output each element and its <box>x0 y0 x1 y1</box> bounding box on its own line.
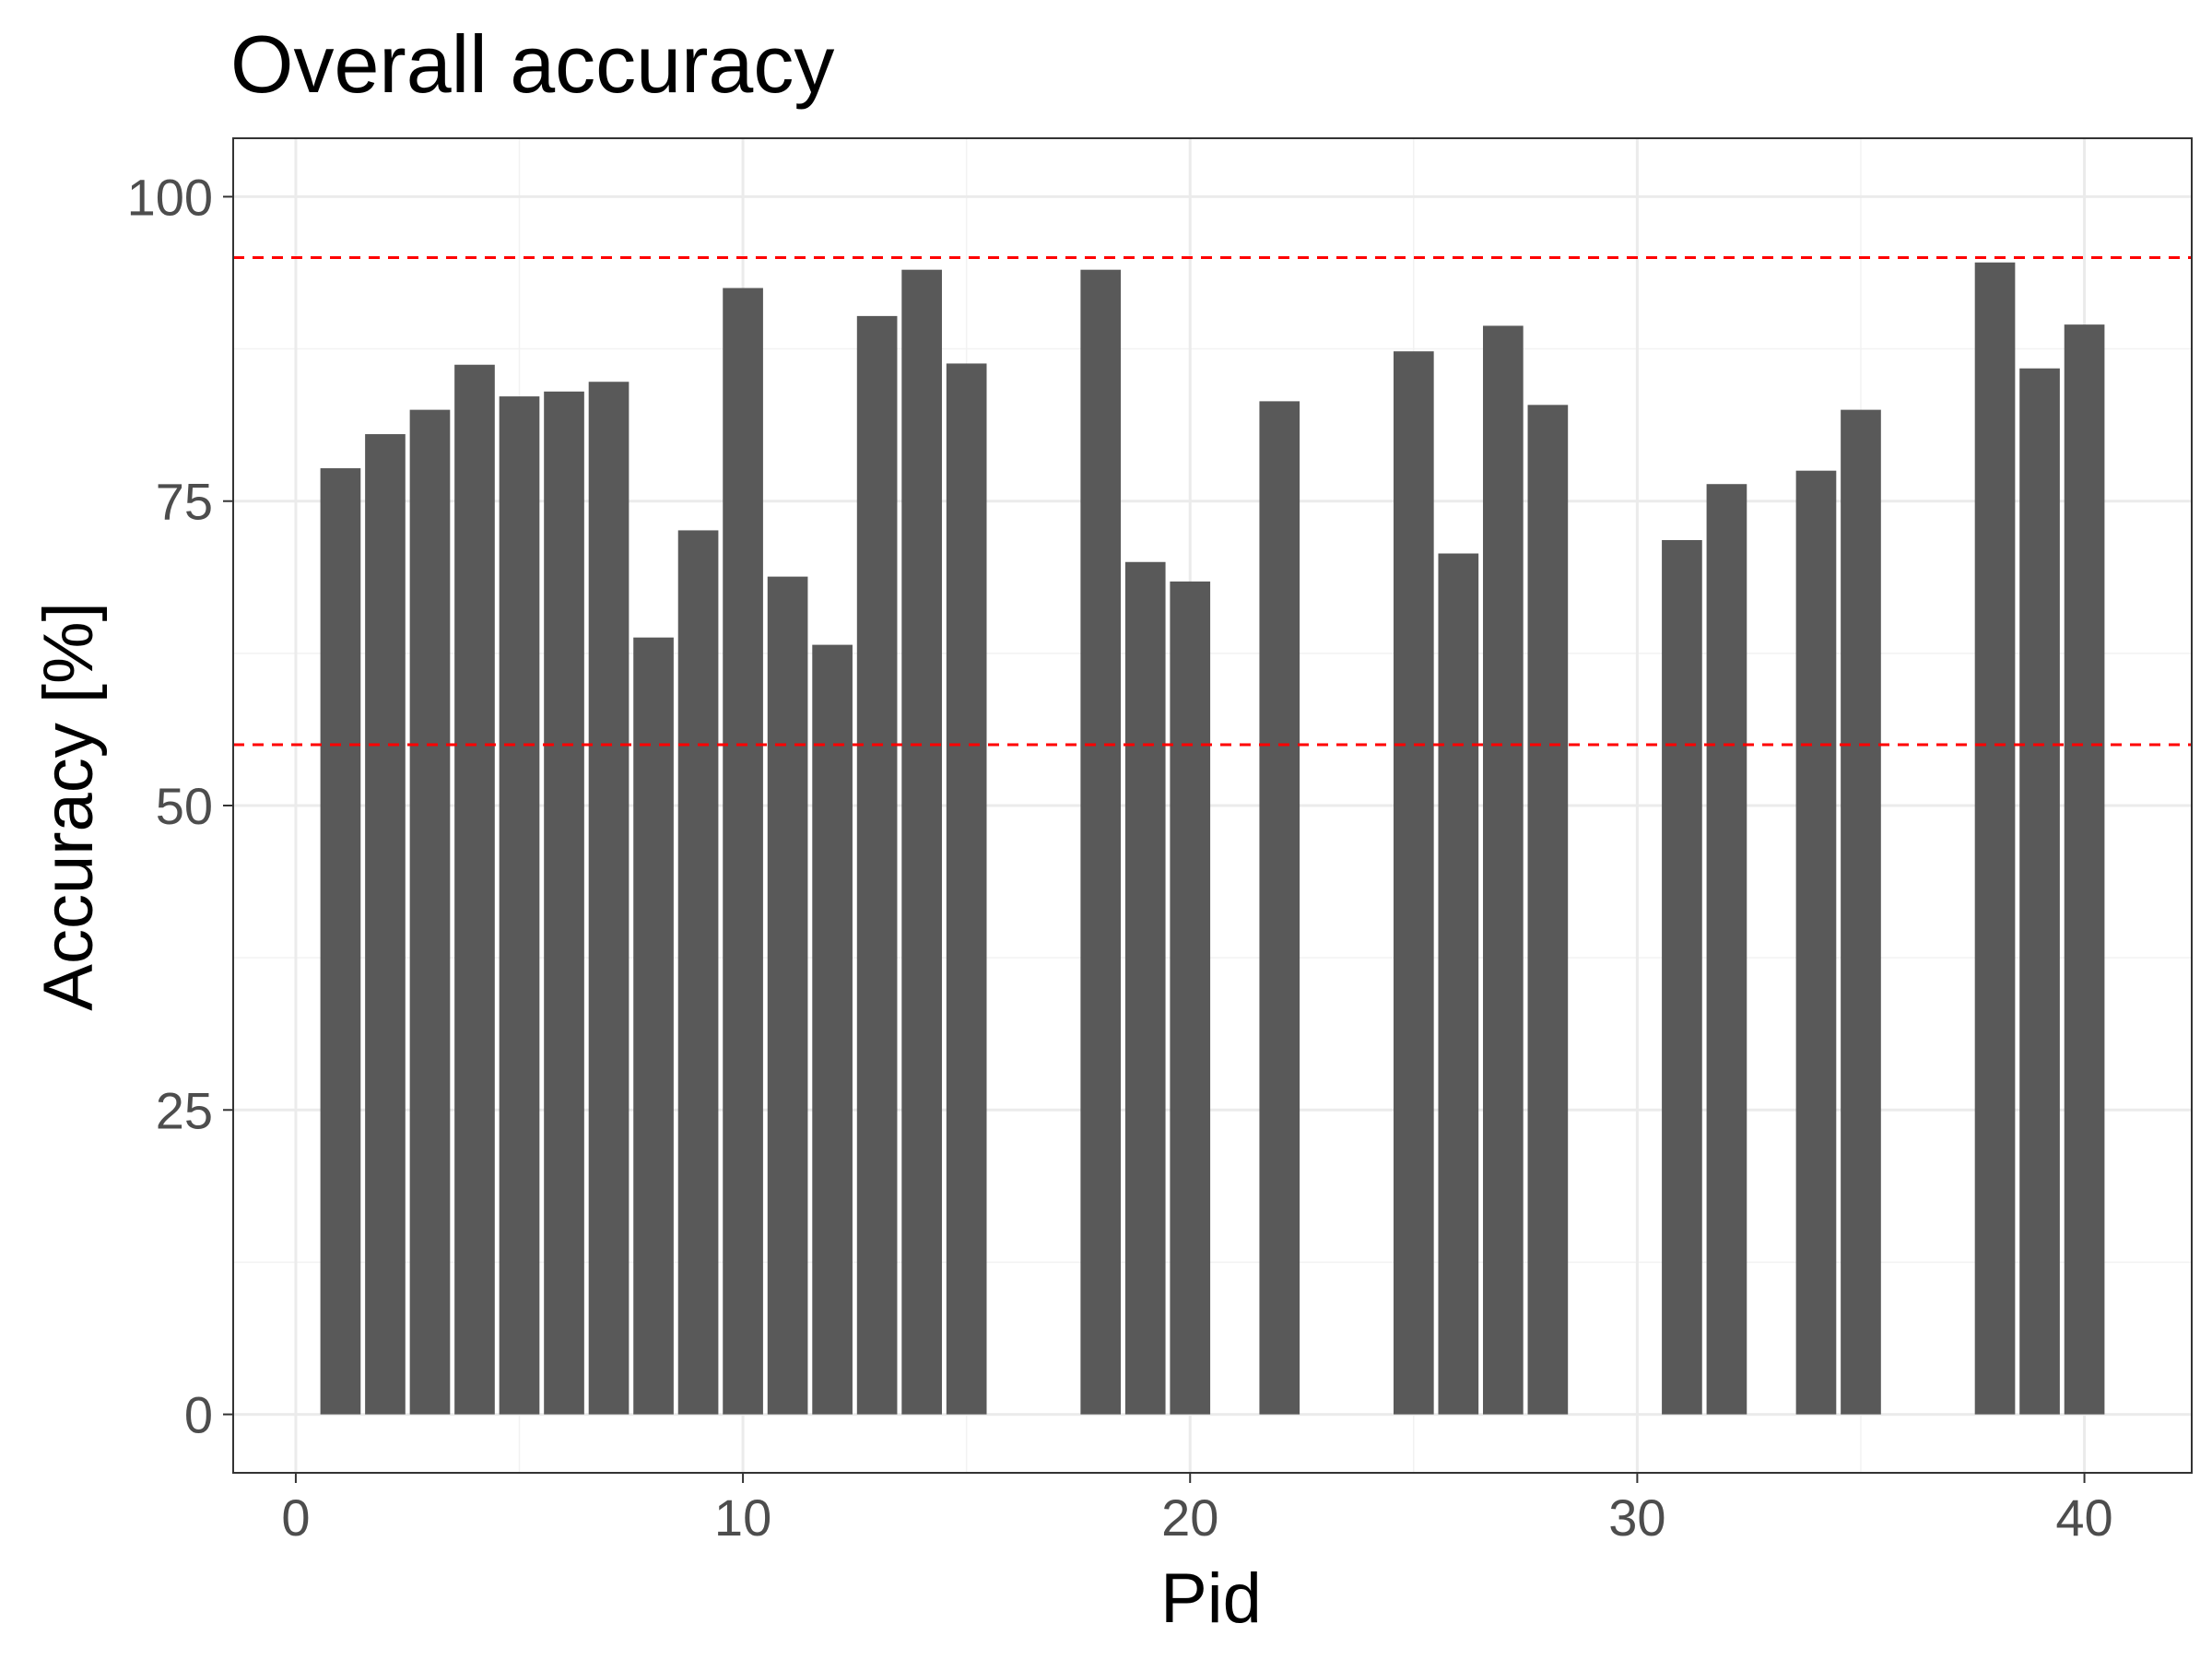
bar-pid-13 <box>856 315 898 1415</box>
x-axis-title: Pid <box>1160 1559 1262 1638</box>
x-axis-ticks: 0 10 20 30 40 <box>281 1473 2113 1547</box>
bar-pid-27 <box>1483 325 1524 1415</box>
bar-pid-4 <box>454 364 495 1415</box>
bar-pid-1 <box>320 468 361 1415</box>
y-axis-ticks: 0 25 50 75 100 <box>127 168 233 1444</box>
bars <box>320 262 2105 1415</box>
bar-pid-22 <box>1259 401 1300 1415</box>
y-tick-label: 0 <box>184 1386 213 1444</box>
x-tick-label: 20 <box>1161 1488 1218 1547</box>
bar-pid-15 <box>946 363 987 1415</box>
bar-pid-9 <box>677 530 719 1415</box>
y-axis-title: Accuracy [%] <box>29 602 108 1010</box>
bar-pid-18 <box>1080 269 1122 1415</box>
x-tick-label: 30 <box>1608 1488 1665 1547</box>
x-tick-label: 40 <box>2055 1488 2112 1547</box>
bar-pid-6 <box>544 391 584 1415</box>
bar-pid-34 <box>1795 470 1837 1415</box>
bar-pid-14 <box>901 269 942 1415</box>
bar-pid-20 <box>1170 581 1211 1415</box>
x-tick-label: 10 <box>714 1488 771 1547</box>
bar-pid-40 <box>2064 324 2105 1415</box>
y-tick-label: 75 <box>156 473 213 531</box>
bar-pid-39 <box>2019 368 2060 1415</box>
bar-pid-8 <box>633 637 674 1415</box>
bar-pid-28 <box>1527 405 1569 1415</box>
y-tick-label: 100 <box>127 168 213 226</box>
bar-pid-7 <box>588 382 629 1415</box>
bar-pid-19 <box>1124 561 1166 1415</box>
bar-pid-31 <box>1662 539 1702 1415</box>
bar-pid-32 <box>1706 484 1747 1415</box>
reference-lines <box>233 255 2192 747</box>
y-tick-label: 50 <box>156 777 213 835</box>
y-tick-label: 25 <box>156 1081 213 1139</box>
bar-pid-5 <box>499 396 540 1415</box>
bar-pid-26 <box>1438 553 1479 1415</box>
bar-pid-10 <box>723 288 763 1415</box>
bar-pid-35 <box>1841 409 1881 1415</box>
bar-pid-3 <box>409 409 451 1415</box>
bar-pid-25 <box>1393 351 1434 1415</box>
chart-title: Overall accuracy <box>230 18 834 110</box>
bar-pid-12 <box>812 644 853 1415</box>
bar-pid-11 <box>767 576 808 1415</box>
bar-pid-2 <box>365 434 406 1415</box>
bar-pid-38 <box>1974 262 2016 1415</box>
x-tick-label: 0 <box>281 1488 310 1547</box>
